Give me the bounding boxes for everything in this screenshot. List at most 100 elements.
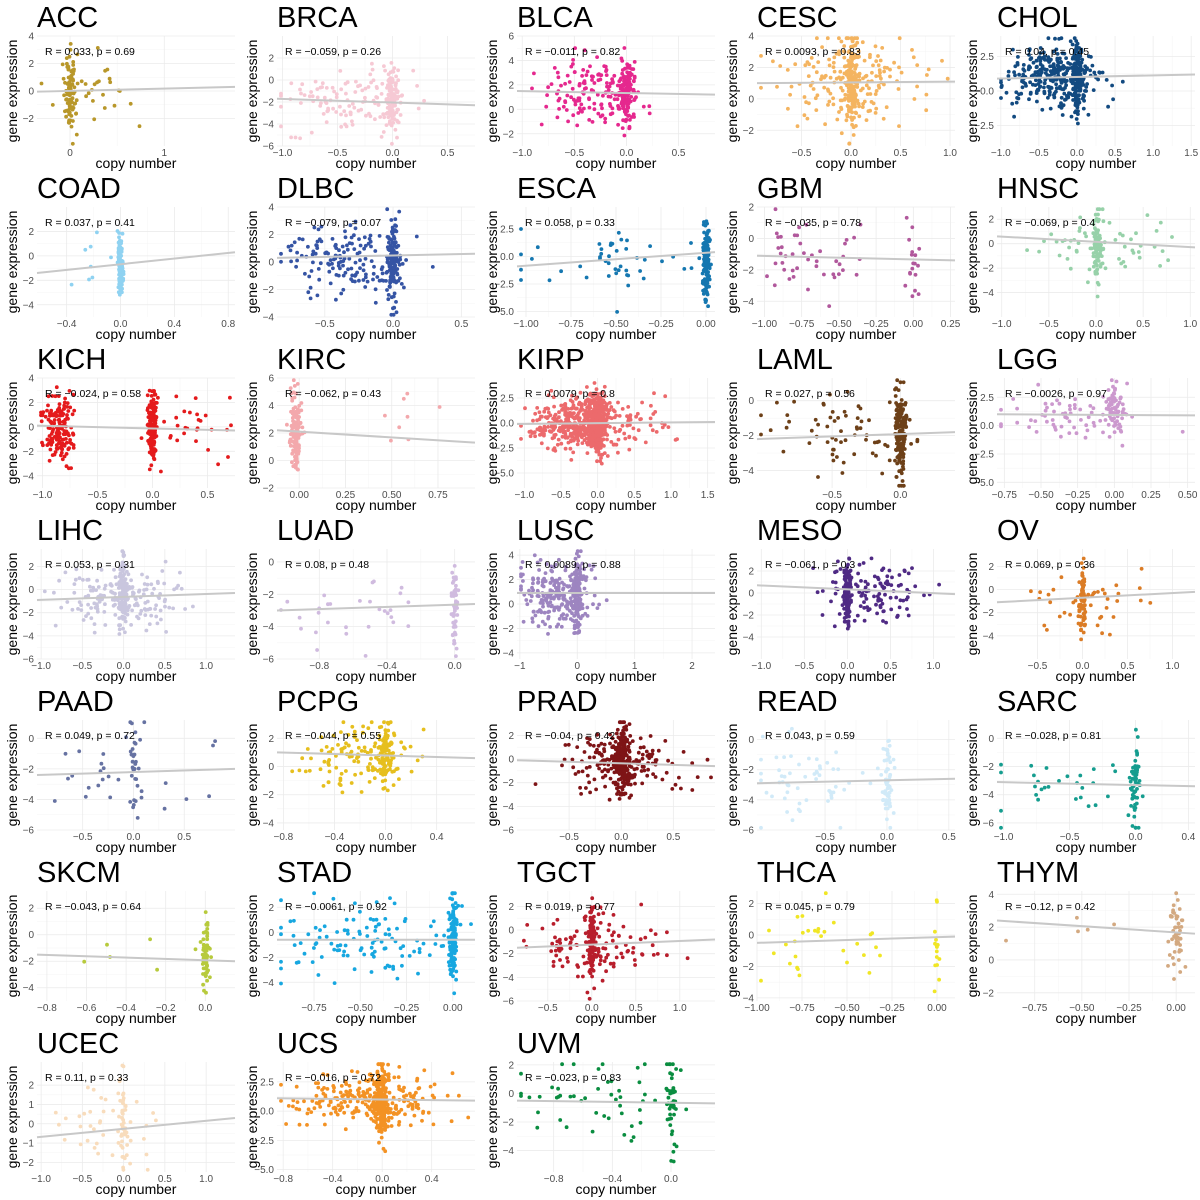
data-point bbox=[807, 441, 812, 445]
data-point bbox=[229, 423, 233, 428]
data-point bbox=[289, 135, 293, 140]
y-tick-label: −2.5 bbox=[974, 449, 994, 460]
data-point bbox=[1055, 398, 1059, 403]
data-point bbox=[79, 79, 84, 84]
data-point bbox=[154, 401, 159, 405]
data-point bbox=[116, 605, 121, 610]
data-point bbox=[1070, 66, 1075, 71]
x-tick-label: 0.0 bbox=[448, 661, 462, 672]
data-point bbox=[519, 565, 523, 570]
points bbox=[519, 381, 679, 466]
y-tick-label: −2.5 bbox=[494, 444, 514, 455]
x-axis-label: copy number bbox=[1056, 497, 1137, 513]
data-point bbox=[1092, 70, 1097, 75]
data-point bbox=[1091, 231, 1096, 236]
data-point bbox=[917, 246, 922, 251]
data-point bbox=[119, 253, 124, 258]
data-point bbox=[592, 101, 597, 106]
x-tick-label: −0.25 bbox=[648, 319, 674, 330]
data-point bbox=[1052, 93, 1056, 97]
data-point bbox=[836, 416, 840, 420]
data-point bbox=[625, 97, 630, 102]
data-point bbox=[784, 425, 789, 430]
data-point bbox=[453, 630, 457, 635]
data-point bbox=[811, 87, 816, 91]
data-point bbox=[288, 248, 293, 253]
y-axis-label: gene expression bbox=[4, 382, 20, 485]
scatter-plot: R = −0.059, p = 0.26−1.0 −0.5 0.0 0.5−6−4−2… bbox=[244, 2, 476, 171]
data-point bbox=[924, 92, 929, 97]
data-point bbox=[389, 615, 394, 619]
data-point bbox=[566, 440, 571, 445]
data-point bbox=[395, 272, 400, 277]
x-tick-label: 0.5 bbox=[627, 490, 641, 501]
data-point bbox=[1074, 117, 1079, 121]
data-point bbox=[139, 608, 144, 613]
data-point bbox=[876, 54, 880, 58]
data-point bbox=[1025, 248, 1029, 252]
data-point bbox=[1060, 113, 1065, 117]
data-point bbox=[92, 601, 97, 606]
data-point bbox=[915, 439, 920, 444]
y-tick-label: −4 bbox=[23, 300, 35, 311]
data-point bbox=[399, 282, 404, 286]
data-point bbox=[1046, 36, 1051, 41]
data-point bbox=[842, 55, 847, 60]
y-tick-label: 0.0 bbox=[500, 419, 514, 430]
x-tick-label: −0.75 bbox=[992, 490, 1018, 501]
data-point bbox=[369, 244, 373, 249]
data-point bbox=[46, 403, 50, 408]
data-point bbox=[629, 95, 634, 99]
data-point bbox=[859, 419, 864, 424]
data-point bbox=[575, 551, 579, 556]
data-point bbox=[290, 411, 295, 416]
data-point bbox=[348, 223, 353, 228]
data-point bbox=[1166, 258, 1170, 263]
data-point bbox=[382, 115, 387, 120]
data-point bbox=[393, 217, 398, 222]
data-point bbox=[1046, 95, 1050, 100]
y-tick-label: 0 bbox=[748, 234, 754, 245]
data-point bbox=[912, 97, 917, 101]
data-point bbox=[854, 272, 859, 277]
data-point bbox=[903, 420, 908, 425]
data-point bbox=[567, 424, 572, 429]
data-point bbox=[1118, 395, 1123, 400]
data-point bbox=[566, 407, 571, 411]
gridlines bbox=[757, 206, 955, 317]
x-tick-label: −0.75 bbox=[558, 319, 584, 330]
data-point bbox=[67, 389, 72, 393]
data-point bbox=[216, 462, 221, 467]
data-point bbox=[68, 405, 73, 410]
data-point bbox=[1091, 88, 1096, 92]
data-point bbox=[574, 575, 579, 579]
data-point bbox=[530, 257, 534, 261]
data-point bbox=[1076, 57, 1081, 62]
data-point bbox=[531, 418, 535, 423]
y-axis-label: gene expression bbox=[724, 211, 740, 314]
data-point bbox=[1038, 79, 1043, 84]
data-point bbox=[1033, 419, 1038, 423]
data-point bbox=[1129, 237, 1133, 242]
data-point bbox=[87, 277, 91, 282]
data-point bbox=[1110, 406, 1114, 411]
data-point bbox=[826, 87, 830, 92]
data-point bbox=[894, 426, 898, 431]
stat-annotation: R = −0.0026, p = 0.97 bbox=[1005, 388, 1107, 400]
data-point bbox=[1052, 409, 1056, 414]
points bbox=[279, 564, 461, 658]
y-tick-label: −2 bbox=[23, 447, 35, 458]
data-point bbox=[369, 80, 373, 85]
data-point bbox=[595, 459, 599, 464]
data-point bbox=[95, 578, 99, 583]
data-point bbox=[549, 82, 554, 86]
data-point bbox=[163, 604, 167, 609]
data-point bbox=[228, 395, 232, 400]
data-point bbox=[363, 86, 368, 91]
data-point bbox=[375, 95, 380, 100]
data-point bbox=[842, 49, 846, 54]
data-point bbox=[147, 622, 152, 626]
data-point bbox=[599, 400, 604, 405]
panel-title: KIRP bbox=[517, 344, 585, 376]
data-point bbox=[369, 259, 374, 263]
